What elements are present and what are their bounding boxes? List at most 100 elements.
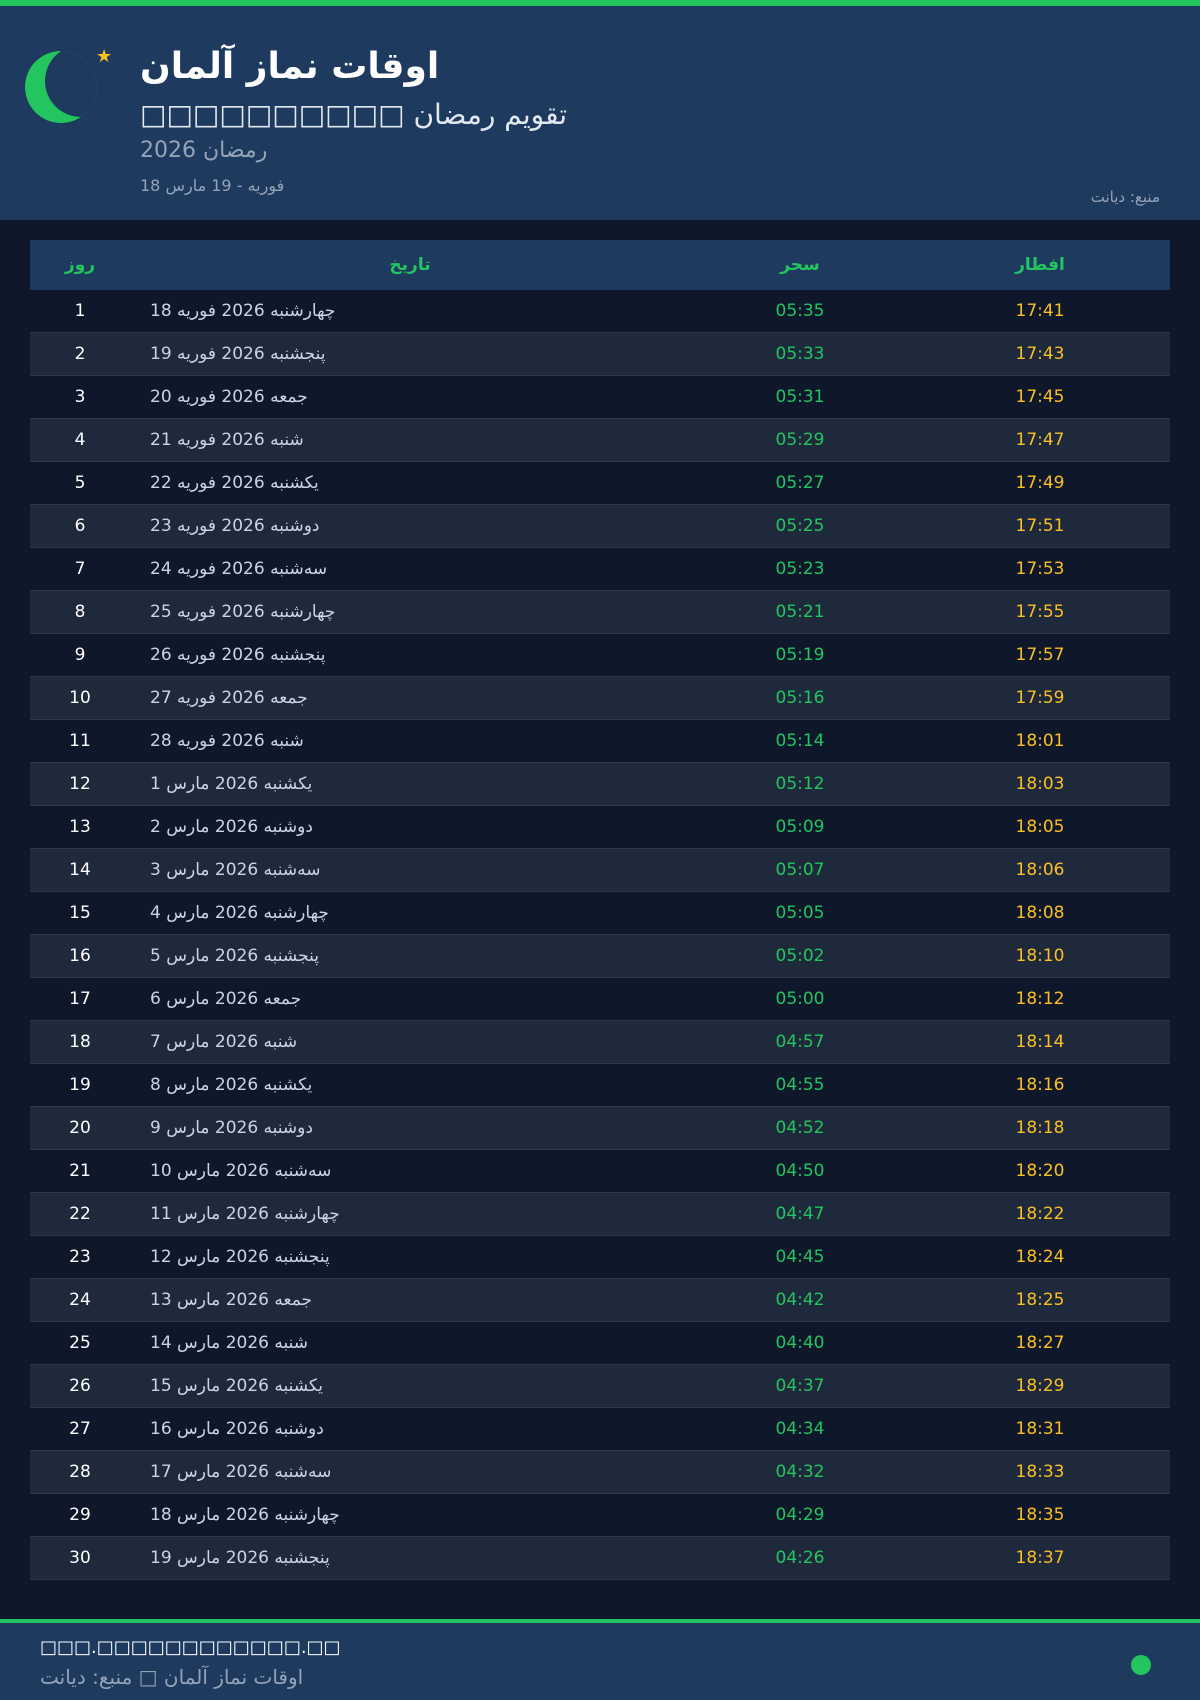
cell-suhur: 04:26 [775, 1548, 825, 1568]
cell-date: سه‌شنبه 2026 مارس 10 [150, 1161, 332, 1181]
cell-iftar: 18:22 [1015, 1204, 1065, 1224]
cell-day: 30 [69, 1548, 91, 1568]
cell-iftar: 18:18 [1015, 1118, 1065, 1138]
cell-suhur: 05:29 [775, 430, 825, 450]
cell-date: شنبه 2026 فوریه 21 [150, 430, 304, 450]
cell-day: 28 [69, 1462, 91, 1482]
page-header: ★ اوقات نماز آلمان □□□□□□□□□□ تقویم رمضا… [0, 6, 1200, 220]
cell-day: 29 [69, 1505, 91, 1525]
cell-date: شنبه 2026 مارس 7 [150, 1032, 298, 1052]
table-row: 4 شنبه 2026 فوریه 21 05:29 17:47 [30, 419, 1170, 462]
cell-suhur: 04:40 [775, 1333, 825, 1353]
cell-date: پنجشنبه 2026 مارس 12 [150, 1247, 330, 1267]
crescent-moon-icon [25, 51, 97, 123]
cell-suhur: 05:00 [775, 989, 825, 1009]
cell-iftar: 18:27 [1015, 1333, 1065, 1353]
cell-iftar: 18:01 [1015, 731, 1065, 751]
table-row: 24 جمعه 2026 مارس 13 04:42 18:25 [30, 1279, 1170, 1322]
table-row: 19 یکشنبه 2026 مارس 8 04:55 18:16 [30, 1064, 1170, 1107]
cell-date: دوشنبه 2026 مارس 2 [150, 817, 313, 837]
cell-suhur: 05:07 [775, 860, 825, 880]
cell-iftar: 18:10 [1015, 946, 1065, 966]
cell-suhur: 04:47 [775, 1204, 825, 1224]
cell-suhur: 05:12 [775, 774, 825, 794]
cell-date: پنجشنبه 2026 مارس 19 [150, 1548, 330, 1568]
cell-day: 12 [69, 774, 91, 794]
cell-date: پنجشنبه 2026 فوریه 26 [150, 645, 326, 665]
cell-iftar: 17:55 [1015, 602, 1065, 622]
table-row: 11 شنبه 2026 فوریه 28 05:14 18:01 [30, 720, 1170, 763]
cell-iftar: 18:12 [1015, 989, 1065, 1009]
cell-date: شنبه 2026 فوریه 28 [150, 731, 304, 751]
table-row: 7 سه‌شنبه 2026 فوریه 24 05:23 17:53 [30, 548, 1170, 591]
cell-suhur: 05:33 [775, 344, 825, 364]
status-dot-icon [1131, 1655, 1151, 1675]
footer-website: □□□.□□□□□□□□□□□□.□□ [40, 1637, 341, 1658]
cell-date: جمعه 2026 فوریه 27 [150, 688, 308, 708]
cell-day: 23 [69, 1247, 91, 1267]
cell-suhur: 05:09 [775, 817, 825, 837]
table-row: 12 یکشنبه 2026 مارس 1 05:12 18:03 [30, 763, 1170, 806]
cell-date: یکشنبه 2026 فوریه 22 [150, 473, 319, 493]
cell-day: 22 [69, 1204, 91, 1224]
top-accent-bar [0, 0, 1200, 6]
cell-date: چهارشنبه 2026 مارس 4 [150, 903, 329, 923]
cell-suhur: 05:02 [775, 946, 825, 966]
cell-iftar: 18:33 [1015, 1462, 1065, 1482]
cell-iftar: 18:03 [1015, 774, 1065, 794]
cell-day: 24 [69, 1290, 91, 1310]
cell-iftar: 18:37 [1015, 1548, 1065, 1568]
cell-date: یکشنبه 2026 مارس 1 [150, 774, 313, 794]
page-subtitle: □□□□□□□□□□ تقویم رمضان [140, 98, 568, 131]
star-icon: ★ [96, 46, 113, 67]
table-row: 2 پنجشنبه 2026 فوریه 19 05:33 17:43 [30, 333, 1170, 376]
cell-day: 15 [69, 903, 91, 923]
cell-day: 10 [69, 688, 91, 708]
footer-accent-bar [0, 1619, 1200, 1623]
cell-suhur: 04:45 [775, 1247, 825, 1267]
cell-iftar: 18:25 [1015, 1290, 1065, 1310]
cell-date: دوشنبه 2026 مارس 9 [150, 1118, 313, 1138]
cell-day: 17 [69, 989, 91, 1009]
table-row: 18 شنبه 2026 مارس 7 04:57 18:14 [30, 1021, 1170, 1064]
cell-suhur: 05:14 [775, 731, 825, 751]
cell-day: 3 [74, 387, 86, 407]
cell-suhur: 05:25 [775, 516, 825, 536]
cell-day: 5 [74, 473, 86, 493]
cell-day: 9 [74, 645, 86, 665]
table-body: 1 چهارشنبه 2026 فوریه 18 05:35 17:41 2 پنجشنب… [30, 290, 1170, 1580]
cell-day: 2 [74, 344, 86, 364]
cell-iftar: 17:49 [1015, 473, 1065, 493]
cell-date: یکشنبه 2026 مارس 15 [150, 1376, 324, 1396]
cell-suhur: 05:19 [775, 645, 825, 665]
table-row: 1 چهارشنبه 2026 فوریه 18 05:35 17:41 [30, 290, 1170, 333]
table-row: 26 یکشنبه 2026 مارس 15 04:37 18:29 [30, 1365, 1170, 1408]
source-label: منبع: دیانت [1090, 188, 1160, 206]
cell-iftar: 17:57 [1015, 645, 1065, 665]
cell-iftar: 17:59 [1015, 688, 1065, 708]
cell-iftar: 18:16 [1015, 1075, 1065, 1095]
ramadan-timetable: روز تاریخ سحر افطار 1 چهارشنبه 2026 فوریه… [30, 240, 1170, 1580]
cell-iftar: 18:06 [1015, 860, 1065, 880]
table-row: 9 پنجشنبه 2026 فوریه 26 05:19 17:57 [30, 634, 1170, 677]
cell-date: شنبه 2026 مارس 14 [150, 1333, 308, 1353]
cell-day: 21 [69, 1161, 91, 1181]
table-row: 30 پنجشنبه 2026 مارس 19 04:26 18:37 [30, 1537, 1170, 1580]
cell-iftar: 18:35 [1015, 1505, 1065, 1525]
cell-suhur: 05:23 [775, 559, 825, 579]
cell-day: 6 [74, 516, 86, 536]
cell-iftar: 18:31 [1015, 1419, 1065, 1439]
cell-date: چهارشنبه 2026 فوریه 18 [150, 301, 336, 321]
cell-day: 14 [69, 860, 91, 880]
cell-day: 25 [69, 1333, 91, 1353]
cell-date: دوشنبه 2026 مارس 16 [150, 1419, 324, 1439]
header-date: تاریخ [389, 255, 431, 275]
cell-date: چهارشنبه 2026 مارس 18 [150, 1505, 340, 1525]
table-row: 20 دوشنبه 2026 مارس 9 04:52 18:18 [30, 1107, 1170, 1150]
cell-date: چهارشنبه 2026 فوریه 25 [150, 602, 336, 622]
table-row: 3 جمعه 2026 فوریه 20 05:31 17:45 [30, 376, 1170, 419]
footer-caption: اوقات نماز آلمان □ منبع: دیانت [40, 1665, 304, 1689]
table-row: 6 دوشنبه 2026 فوریه 23 05:25 17:51 [30, 505, 1170, 548]
table-row: 5 یکشنبه 2026 فوریه 22 05:27 17:49 [30, 462, 1170, 505]
cell-suhur: 05:35 [775, 301, 825, 321]
